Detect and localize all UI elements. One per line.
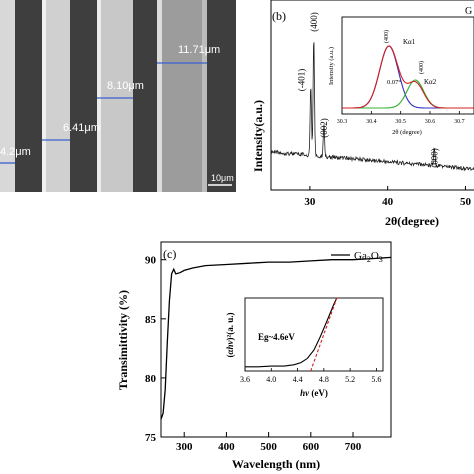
peak-label: (600): [429, 148, 439, 168]
y-tick-label-c: 90: [145, 255, 157, 267]
inset-c-x-tick-label: 4.4: [293, 375, 303, 384]
x-axis-label-c: Wavelength (nm): [232, 457, 320, 471]
inset-b-frame: [341, 16, 474, 115]
panel-a: 4.2μm 6.41μm 8.10μm 11.71μm 10μm: [0, 0, 236, 192]
inset-b-x-tick-label: 30.7: [454, 119, 465, 125]
inset-b-y-label: Intensity (a.u.): [328, 47, 335, 85]
sem-stripe-4-edge-right: [202, 0, 207, 192]
width-label-3: 8.10μm: [107, 80, 144, 92]
inset-b-x-tick-label: 30.6: [425, 119, 436, 125]
transmittance-curve: [160, 256, 392, 420]
tauc-curve: [245, 297, 338, 368]
sem-stripe-2: [42, 0, 70, 192]
inset-b-label-ka1: Kα1: [403, 38, 416, 46]
plot-frame-b: [270, 0, 474, 191]
bandgap-annotation: Eg~4.6eV: [258, 332, 295, 342]
inset-b-x-tick-label: 30.3: [337, 119, 348, 125]
inset-b-x-tick-label: 30.5: [395, 119, 406, 125]
plot-frame-c: [160, 241, 392, 438]
legend-c-label: Ga2O3: [354, 250, 383, 264]
width-label-1: 4.2μm: [0, 146, 31, 158]
panel-b-letter: (b): [272, 9, 286, 23]
peak-label: (002): [319, 118, 329, 138]
peak-label: (400): [309, 12, 319, 32]
panel-c-letter: (c): [163, 247, 176, 261]
y-tick-label-c: 85: [145, 314, 157, 326]
inset-b-label-shift: 0.07°: [387, 79, 401, 86]
sem-stripe-4: [157, 0, 207, 192]
inset-c-y-label: (αhv)²(a. u.): [225, 313, 235, 358]
panel-c: (c) Ga2O3 300 400 500 600 700 75 80 85 90 Trans…: [116, 241, 392, 471]
x-tick-label-b: 30: [304, 196, 316, 208]
x-tick-label-c: 700: [345, 441, 362, 453]
inset-b-label-400-a: (400): [383, 30, 390, 43]
inset-c-x-tick-label: 4.0: [266, 375, 276, 384]
x-axis-label-b: 2θ(degree): [385, 214, 439, 228]
width-label-4: 11.71μm: [178, 44, 220, 56]
peak-label: (-401): [297, 69, 307, 92]
tauc-linear-fit: [310, 297, 338, 372]
inset-c-x-tick-label: 5.2: [345, 375, 355, 384]
sem-stripe-2-edge: [42, 0, 46, 192]
panel-b: (b) G (-401) (400) (002) (600) 30 40 50 Inten…: [251, 0, 474, 228]
inset-b-label-ka2: Kα2: [424, 78, 437, 86]
sem-stripe-4-edge: [157, 0, 162, 192]
inset-b-x-label: 2θ (degree): [392, 129, 422, 136]
y-tick-label-c: 75: [145, 432, 157, 444]
width-label-2: 6.41μm: [63, 122, 100, 134]
sum-fit-curve: [342, 45, 474, 109]
scale-bar-label: 10μm: [211, 173, 234, 183]
sem-stripe-3-edge: [97, 0, 101, 192]
inset-b-label-400-b: (400): [418, 61, 425, 74]
x-tick-label-c: 300: [176, 441, 193, 453]
sem-stripe-1: [0, 0, 15, 192]
legend-b-partial: G: [465, 6, 472, 17]
sem-stripe-3: [97, 0, 133, 192]
inset-c-frame: [244, 297, 384, 372]
inset-c-x-tick-label: 5.6: [371, 375, 381, 384]
inset-c-x-tick-label: 3.6: [240, 375, 250, 384]
x-tick-label-b: 50: [460, 196, 472, 208]
inset-b-x-tick-label: 30.4: [366, 119, 377, 125]
y-axis-label-b: Intensity(a.u.): [251, 100, 265, 172]
xrd-curve: [270, 42, 474, 172]
x-tick-label-c: 600: [303, 441, 320, 453]
y-axis-label-c: Transimittivity (%): [116, 290, 130, 390]
inset-c-x-tick-label: 4.8: [319, 375, 329, 384]
y-tick-label-c: 80: [145, 373, 157, 385]
x-tick-label-c: 400: [218, 441, 235, 453]
x-tick-label-c: 500: [260, 441, 277, 453]
inset-c-x-label: hv (eV): [300, 388, 328, 398]
x-tick-label-b: 40: [382, 196, 394, 208]
